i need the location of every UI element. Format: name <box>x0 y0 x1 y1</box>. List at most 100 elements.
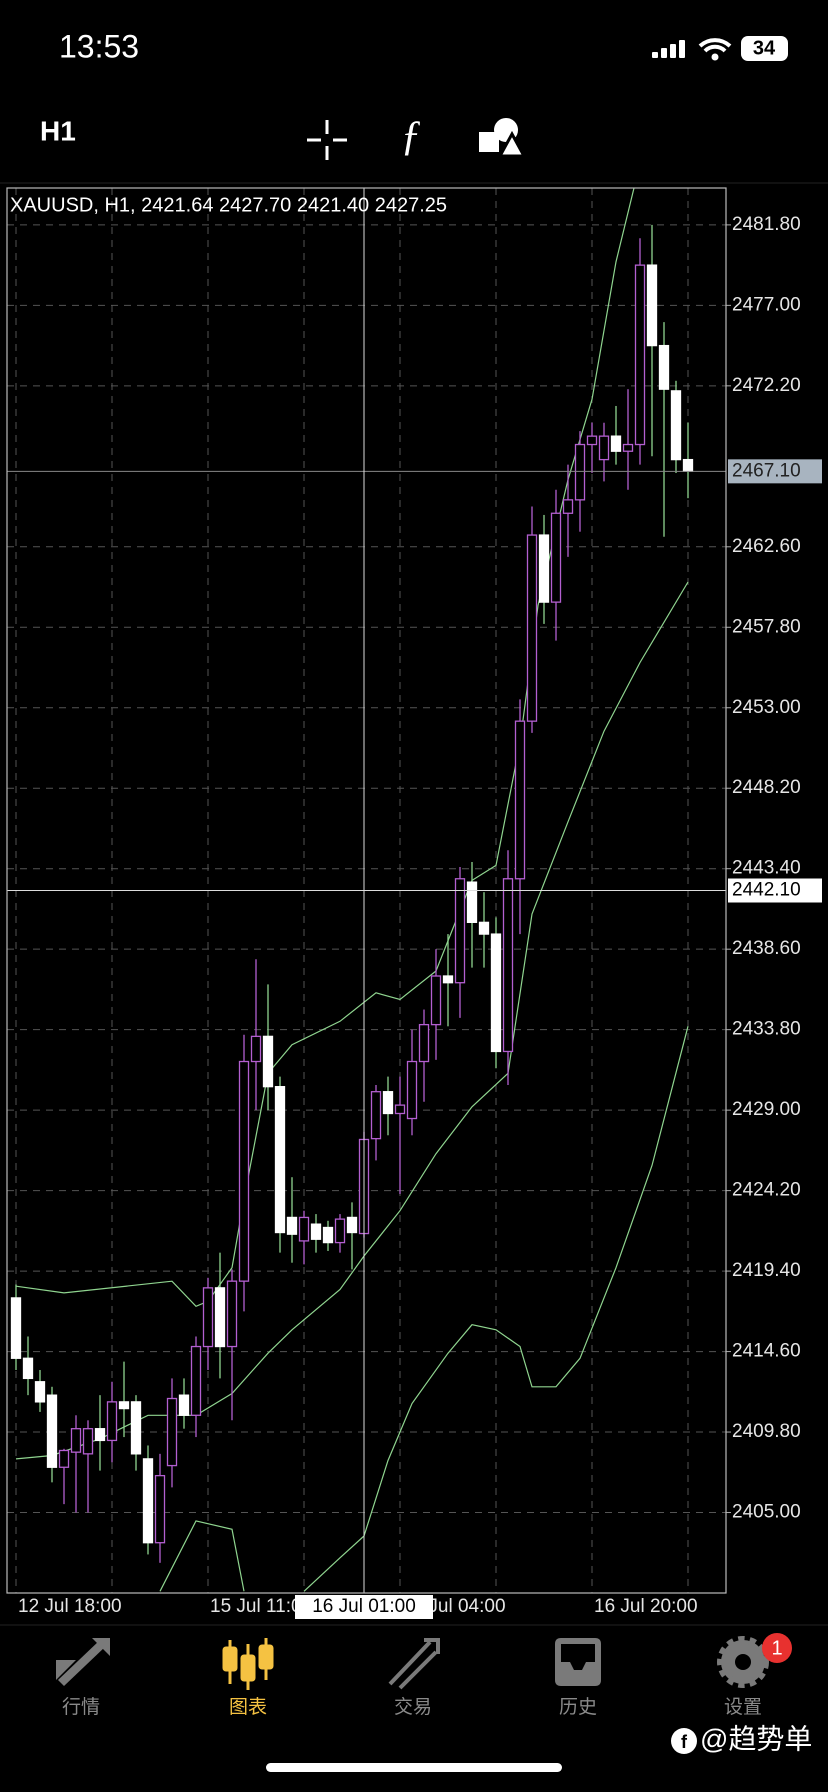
x-tick-label: 15 Jul 11:00 <box>210 1596 312 1617</box>
candle-body <box>178 1394 190 1416</box>
candle-body <box>586 435 598 446</box>
candle-body <box>22 1357 34 1380</box>
tab-label[interactable]: 交易 <box>394 1696 432 1718</box>
candle-body <box>634 264 646 446</box>
y-tick-label: 2414.60 <box>732 1341 801 1362</box>
y-tick-label: 2424.20 <box>732 1180 801 1201</box>
y-tick-label: 2433.80 <box>732 1019 801 1040</box>
candle-body <box>430 975 442 1026</box>
plot-frame <box>6 187 727 1594</box>
x-tick-label: 12 Jul 18:00 <box>18 1596 122 1617</box>
timeframe-button[interactable]: H1 <box>40 115 76 146</box>
candle-body <box>334 1218 346 1244</box>
battery-level: 34 <box>753 37 776 59</box>
candle-body <box>238 1060 250 1282</box>
tab-trade-icon[interactable] <box>388 1638 440 1690</box>
candle-body <box>82 1428 94 1455</box>
y-tick-label: 2405.00 <box>732 1502 801 1523</box>
tab-history-icon[interactable] <box>555 1638 601 1686</box>
candle-body <box>166 1397 178 1467</box>
indicator-tool[interactable]: ƒ <box>401 114 422 160</box>
tab-chart-icon[interactable] <box>222 1638 274 1690</box>
y-tick-label: 2409.80 <box>732 1421 801 1442</box>
y-tick-label: 2429.00 <box>732 1099 801 1120</box>
candle-body <box>646 264 658 347</box>
wifi <box>698 38 732 53</box>
watermark: @趋势单 <box>700 1723 812 1754</box>
candle-body <box>130 1401 142 1455</box>
y-tick-label: 2419.40 <box>732 1260 801 1281</box>
home-indicator <box>266 1763 562 1772</box>
current-price-box <box>728 459 822 484</box>
tab-label[interactable]: 行情 <box>62 1696 100 1718</box>
tab-label[interactable]: 历史 <box>559 1696 597 1718</box>
y-tick-label: 2472.20 <box>732 375 801 396</box>
tab-label-active[interactable]: 图表 <box>229 1696 267 1718</box>
candle-body <box>310 1223 322 1240</box>
candle-body <box>34 1381 46 1403</box>
plot <box>10 188 694 1592</box>
candle-body <box>202 1287 214 1348</box>
info-label: XAUUSD, H1, 2421.64 2427.70 2421.40 2427… <box>10 194 447 216</box>
crosshair-x-box <box>295 1595 433 1619</box>
crosshair-tool[interactable] <box>307 120 347 160</box>
candle-body <box>154 1474 166 1544</box>
candle-body <box>526 534 538 722</box>
candle-body <box>478 921 490 935</box>
candle-body <box>70 1428 82 1453</box>
y-tick-label: 2462.60 <box>732 536 801 557</box>
wifi-dot <box>711 53 719 61</box>
x-tick-label: 16 Jul 20:00 <box>594 1596 698 1617</box>
watermark-logo: f <box>671 1728 697 1754</box>
candle-body <box>298 1216 310 1242</box>
tab-label[interactable]: 设置 <box>724 1696 762 1718</box>
candle-body <box>502 878 514 1053</box>
candle-body <box>610 435 622 452</box>
svg-text:f: f <box>681 1732 688 1752</box>
candle-body <box>394 1104 406 1115</box>
tab-settings-icon[interactable] <box>717 1636 769 1688</box>
tab-quotes-icon[interactable] <box>56 1638 110 1686</box>
candle-body <box>274 1086 286 1234</box>
candle-body <box>322 1226 334 1244</box>
candle-body <box>106 1401 118 1442</box>
y-tick-label: 2453.00 <box>732 697 801 718</box>
candle-body <box>250 1035 262 1063</box>
candle-body <box>10 1297 22 1359</box>
candle-body <box>226 1280 238 1348</box>
candle-body <box>94 1428 106 1442</box>
objects-tool[interactable] <box>479 118 527 158</box>
band-line <box>159 1026 689 1592</box>
y-tick-label: 2481.80 <box>732 214 801 235</box>
crosshair-x-label: 16 Jul 01:00 <box>312 1596 416 1617</box>
candle-body <box>466 881 478 924</box>
y-tick-label: 2438.60 <box>732 938 801 959</box>
candle-body <box>598 435 610 461</box>
clock: 13:53 <box>59 28 139 64</box>
candle-body <box>658 344 670 390</box>
candle-body <box>550 512 562 603</box>
candle-body <box>562 499 574 514</box>
candle-body <box>286 1216 298 1235</box>
crosshair-price-box <box>728 878 822 903</box>
candle-body <box>46 1394 58 1468</box>
candle-body <box>670 390 682 461</box>
current-price-label: 2467.10 <box>732 460 801 481</box>
y-tick-label: 2448.20 <box>732 777 801 798</box>
candle-body <box>538 534 550 603</box>
notification-badge <box>762 1633 792 1663</box>
chart: 2481.80 2477.00 2472.20 2462.60 2457.80 2453.… <box>6 187 822 1619</box>
y-tick-label: 2457.80 <box>732 616 801 637</box>
candle-body <box>346 1216 358 1234</box>
candle-body <box>442 975 454 984</box>
candle-body <box>514 720 526 880</box>
battery <box>741 36 788 61</box>
candle-body <box>406 1060 418 1120</box>
candle-body <box>682 458 694 472</box>
candle-body <box>370 1091 382 1140</box>
signal <box>652 40 685 58</box>
candle-body <box>214 1287 226 1348</box>
